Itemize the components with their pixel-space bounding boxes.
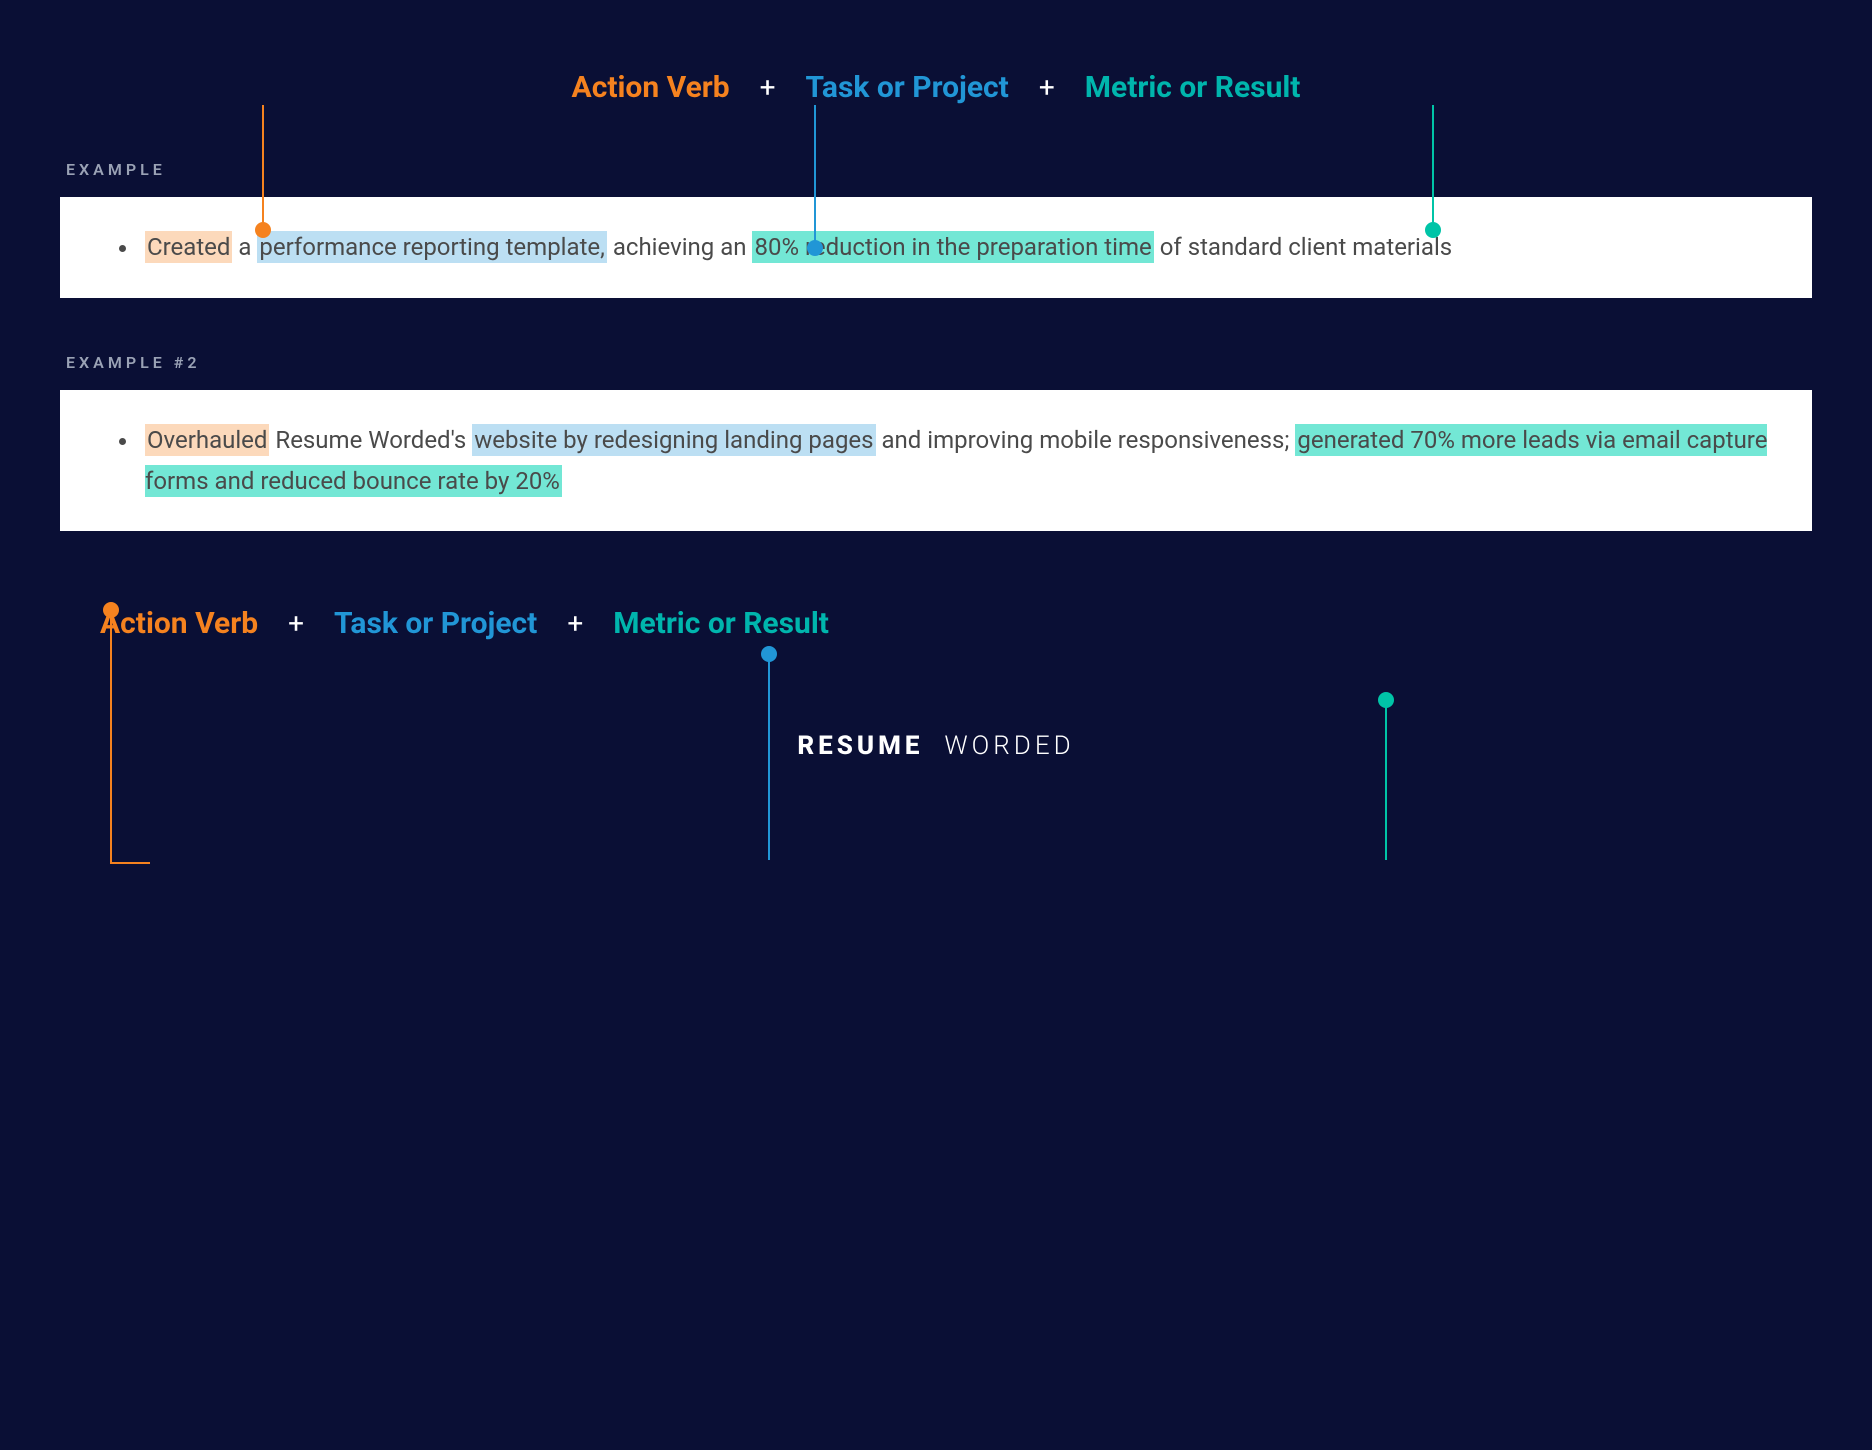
connector-line	[110, 862, 149, 864]
verb-highlight: Overhauled	[145, 424, 269, 456]
brand-bold: RESUME	[797, 731, 923, 761]
verb-highlight: Created	[145, 231, 232, 263]
brand-thin: WORDED	[944, 731, 1074, 761]
example-label-1: EXAMPLE	[66, 160, 1812, 179]
brand-footer: RESUME WORDED	[60, 731, 1812, 761]
example-card-2: Overhauled Resume Worded's website by re…	[60, 390, 1812, 532]
formula-bottom: Action Verb + Task or Project + Metric o…	[60, 606, 1812, 641]
metric-highlight: 80% reduction in the preparation time	[752, 231, 1153, 263]
formula-verb-label: Action Verb	[100, 606, 258, 641]
formula-metric-label: Metric or Result	[613, 606, 829, 641]
plus-icon: +	[760, 71, 776, 104]
formula-metric-label: Metric or Result	[1085, 70, 1301, 105]
example-label-2: EXAMPLE #2	[66, 353, 1812, 372]
plus-icon: +	[288, 607, 304, 640]
example-card-1: Created a performance reporting template…	[60, 197, 1812, 298]
plus-icon: +	[567, 607, 583, 640]
example-bullet-1: Created a performance reporting template…	[140, 227, 1777, 268]
formula-top: Action Verb + Task or Project + Metric o…	[60, 70, 1812, 105]
example-bullet-2: Overhauled Resume Worded's website by re…	[140, 420, 1777, 502]
task-highlight: website by redesigning landing pages	[472, 424, 875, 456]
formula-task-label: Task or Project	[806, 70, 1009, 105]
task-highlight: performance reporting template,	[257, 231, 606, 263]
connector-dot	[1378, 692, 1394, 708]
connector-dot	[761, 646, 777, 662]
formula-task-label: Task or Project	[334, 606, 537, 641]
formula-verb-label: Action Verb	[572, 70, 730, 105]
metric-highlight: generated 70% more leads via email captu…	[145, 424, 1767, 497]
connector-line	[1385, 700, 1387, 860]
plus-icon: +	[1039, 71, 1055, 104]
